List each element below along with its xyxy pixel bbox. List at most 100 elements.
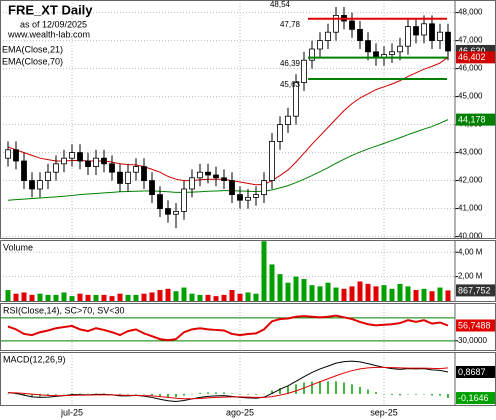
y-tick-label: 41,000 [458, 204, 483, 213]
value-label-box [456, 284, 496, 297]
candle-body [109, 163, 115, 173]
candle-body [117, 171, 123, 184]
volume-bar [29, 294, 35, 301]
candle-body [437, 31, 443, 42]
candle-body [357, 28, 363, 41]
histogram-bar [223, 392, 225, 394]
value-label: 46,630 [458, 46, 486, 56]
candle-body [277, 124, 283, 142]
histogram-bar [95, 393, 97, 394]
candle-body [333, 14, 339, 33]
volume-bar [309, 285, 315, 301]
volume-bar [157, 290, 163, 301]
candle-body [141, 166, 147, 182]
candle-body [421, 23, 427, 36]
volume-bar [269, 264, 275, 301]
histogram-bar [151, 393, 153, 396]
volume-bar [85, 294, 91, 301]
histogram-bar [7, 393, 9, 395]
candle-body [373, 51, 379, 58]
candle-body [349, 20, 355, 30]
volume-bar [133, 294, 139, 301]
candle-body [37, 180, 43, 190]
y-tick-label: 43,000 [458, 148, 483, 157]
histogram-bar [383, 393, 385, 395]
histogram-bar [271, 390, 273, 394]
histogram-bar [87, 393, 89, 395]
histogram-bar [399, 393, 401, 396]
histogram-bar [447, 393, 449, 399]
histogram-bar [279, 388, 281, 394]
histogram-bar [295, 384, 297, 394]
value-label-box [456, 51, 496, 64]
volume-bar [93, 294, 99, 301]
candle-body [413, 26, 419, 36]
volume-bar [37, 293, 43, 301]
candle-body [261, 180, 267, 196]
y-tick-label: 45,000 [458, 92, 483, 101]
volume-bar [421, 288, 427, 301]
value-label-box [456, 113, 496, 126]
volume-bar [389, 288, 395, 301]
candle-body [13, 149, 19, 162]
histogram-bar [327, 381, 329, 394]
volume-bar [405, 286, 411, 301]
y-tick-label: 4,00 M [458, 247, 483, 256]
level-label: 47,78 [280, 20, 301, 29]
candle-body [45, 171, 51, 181]
histogram-bar [63, 393, 65, 395]
histogram-bar [135, 393, 137, 395]
volume-bar [77, 293, 83, 301]
histogram-bar [311, 381, 313, 394]
volume-bar [13, 293, 19, 301]
histogram-bar [359, 386, 361, 394]
histogram-bar [47, 393, 49, 396]
histogram-bar [319, 381, 321, 394]
volume-bar [325, 282, 331, 301]
candle-body [165, 208, 171, 215]
histogram-bar [391, 393, 393, 395]
volume-bar [253, 293, 259, 301]
volume-bar [349, 286, 355, 301]
volume-bar [445, 290, 451, 301]
volume-bar [397, 283, 403, 301]
y-tick-label: 42,000 [458, 176, 483, 185]
histogram-bar [71, 393, 73, 394]
volume-bar [333, 287, 339, 301]
candle-body [53, 163, 59, 173]
candle-body [61, 157, 67, 165]
value-label: 0,8687 [458, 367, 486, 377]
volume-bar [205, 294, 211, 301]
x-tick-label: jul-25 [60, 407, 83, 417]
level-label: 46,39 [280, 59, 301, 68]
candle-body [85, 160, 91, 167]
histogram-bar [439, 393, 441, 396]
candle-body [397, 45, 403, 53]
level-label: 48,54 [270, 0, 291, 9]
volume-bar [277, 274, 283, 301]
volume-bar [413, 290, 419, 301]
volume-bar [341, 288, 347, 301]
histogram-bar [407, 393, 409, 395]
volume-bar [261, 241, 267, 301]
volume-bar [221, 294, 227, 301]
volume-bar [165, 288, 171, 301]
volume-bar [101, 294, 107, 301]
volume-bar [197, 294, 203, 301]
volume-bar [293, 276, 299, 301]
volume-bar [373, 286, 379, 301]
candle-body [125, 171, 131, 184]
volume-bar [437, 287, 443, 301]
histogram-bar [215, 392, 217, 394]
candle-body [285, 115, 291, 125]
histogram-bar [127, 393, 129, 395]
histogram-bar [335, 381, 337, 394]
volume-bar [365, 283, 371, 301]
candle-body [253, 194, 259, 198]
y-tick-label: 40,000 [458, 232, 483, 241]
panel-title: RSI(Close,14), SC>70, SV<30 [3, 305, 125, 315]
value-label-box [456, 319, 496, 332]
candle-body [205, 171, 211, 176]
legend-entry: EMA(Close,21) [2, 44, 63, 54]
candle-body [365, 40, 371, 53]
